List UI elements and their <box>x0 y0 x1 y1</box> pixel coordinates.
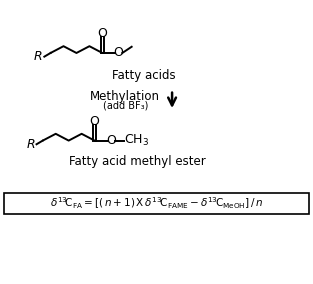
Text: (add BF₃): (add BF₃) <box>103 100 148 110</box>
Text: Fatty acids: Fatty acids <box>112 69 176 82</box>
Bar <box>4 193 309 214</box>
Text: O: O <box>114 47 124 59</box>
Text: Fatty acid methyl ester: Fatty acid methyl ester <box>69 155 206 168</box>
Text: CH$_3$: CH$_3$ <box>125 132 150 148</box>
Text: O: O <box>97 27 107 40</box>
Text: R: R <box>26 138 35 151</box>
Text: Methylation: Methylation <box>90 90 160 103</box>
Text: O: O <box>90 115 100 128</box>
Text: R: R <box>34 50 43 63</box>
Text: O: O <box>106 134 116 147</box>
Text: $\delta^{13}\!\mathrm{C}_{\mathrm{FA}}= [(\,n + 1)\,\mathrm{X}\,\delta^{13}\!\ma: $\delta^{13}\!\mathrm{C}_{\mathrm{FA}}= … <box>50 196 263 211</box>
